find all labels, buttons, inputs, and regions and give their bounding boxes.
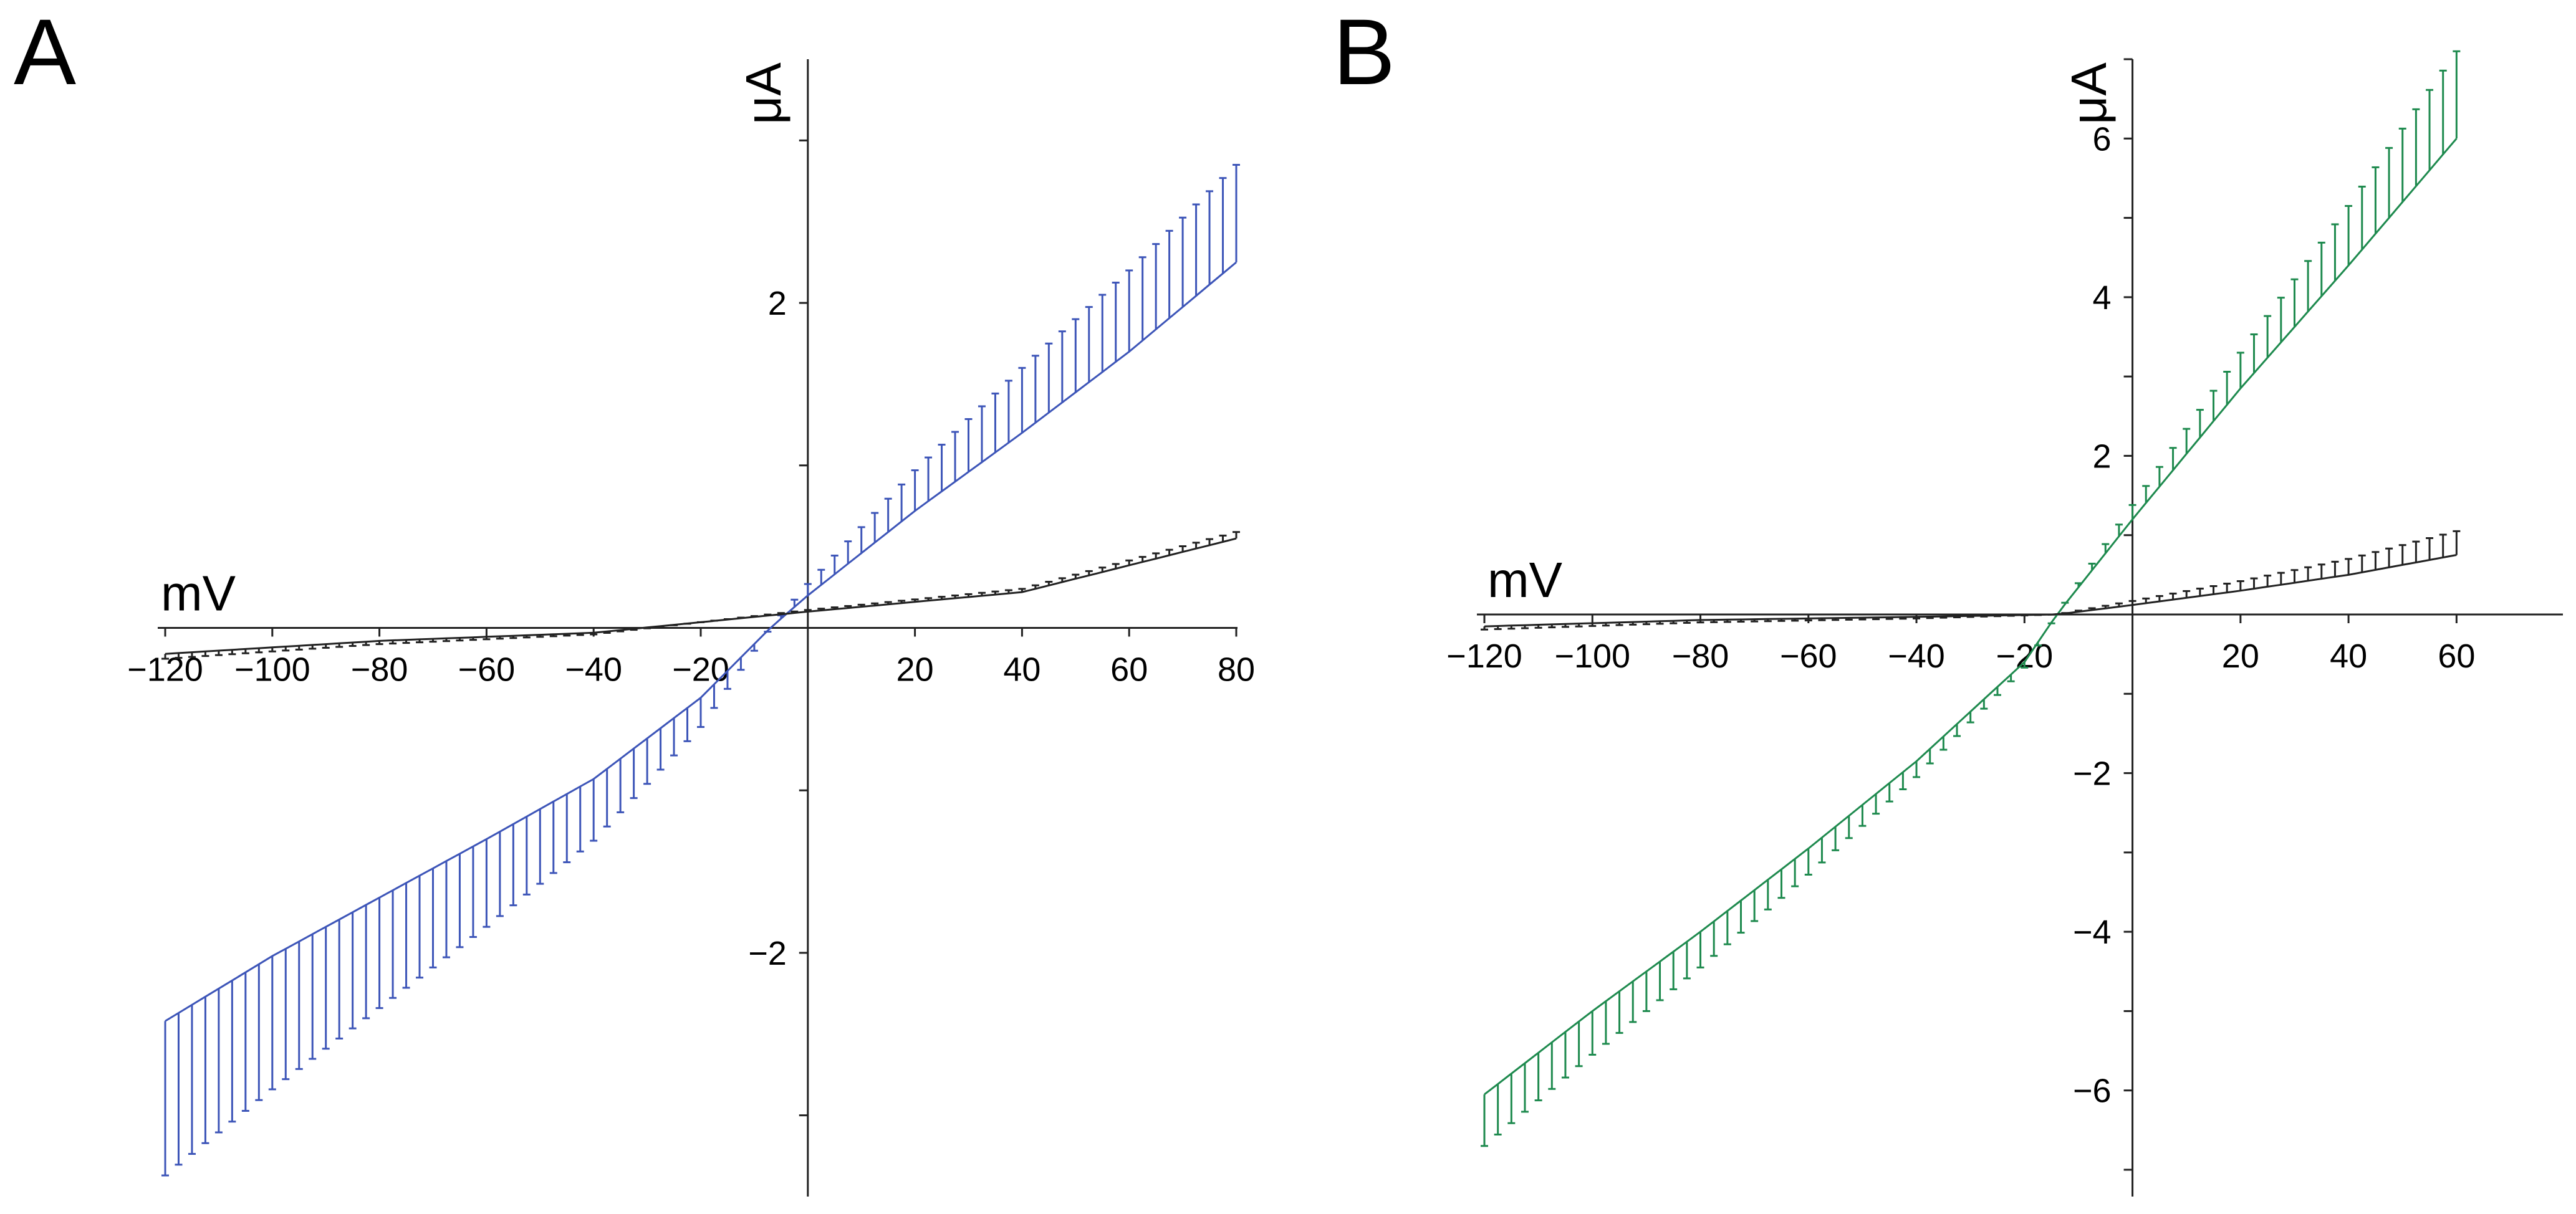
x-tick-label: −100 [1554,638,1630,675]
x-tick-label: −60 [1780,638,1837,675]
control-iv-curve [1484,554,2457,628]
x-tick-label: 40 [2330,638,2367,675]
panel-b: B −120 −100 −80 −60 −40 −20 20 40 60 6 4 2 −2 −4 −6 mV μ… [1288,0,2576,1214]
y-tick-label: −4 [2073,914,2112,951]
x-tick-label: 20 [896,651,934,689]
x-tick-label: 60 [1110,651,1148,689]
y-axis-label: μA [736,62,791,125]
panel-label: B [1333,0,1396,104]
x-tick-label: 80 [1218,651,1255,689]
y-tick-label: 2 [2093,437,2112,475]
x-tick-label: −80 [1672,638,1729,675]
x-tick-label: 60 [2438,638,2475,675]
x-axis-label: mV [161,566,236,621]
x-tick-label: −60 [458,651,516,689]
x-tick-label: −120 [1446,638,1522,675]
y-tick-label: 2 [768,285,787,322]
x-tick-label: −40 [1888,638,1945,675]
x-tick-label: −20 [672,651,729,689]
y-tick-label: 6 [2093,120,2112,158]
y-tick-label: −6 [2073,1073,2112,1110]
panel-a: A −120 −100 −80 −60 −40 −20 20 40 60 80 2 −2 mV μA [14,0,1255,1197]
x-tick-label: −80 [351,651,408,689]
x-tick-label: −20 [1996,638,2054,675]
y-tick-label: −2 [2073,755,2112,793]
y-axis-label: μA [2061,62,2117,125]
y-tick-label: −2 [748,935,787,972]
panel-label: A [14,0,77,104]
x-tick-label: 40 [1003,651,1040,689]
x-tick-label: −40 [565,651,622,689]
colored-iv-curve [165,261,1237,1022]
x-tick-label: 20 [2222,638,2259,675]
y-tick-label: 4 [2093,279,2112,317]
x-tick-label: −100 [234,651,310,689]
x-axis-label: mV [1487,552,1563,608]
iv-plot-b: −120 −100 −80 −60 −40 −20 20 40 60 6 4 2 −2 −4 −6 mV μA [1446,50,2563,1197]
